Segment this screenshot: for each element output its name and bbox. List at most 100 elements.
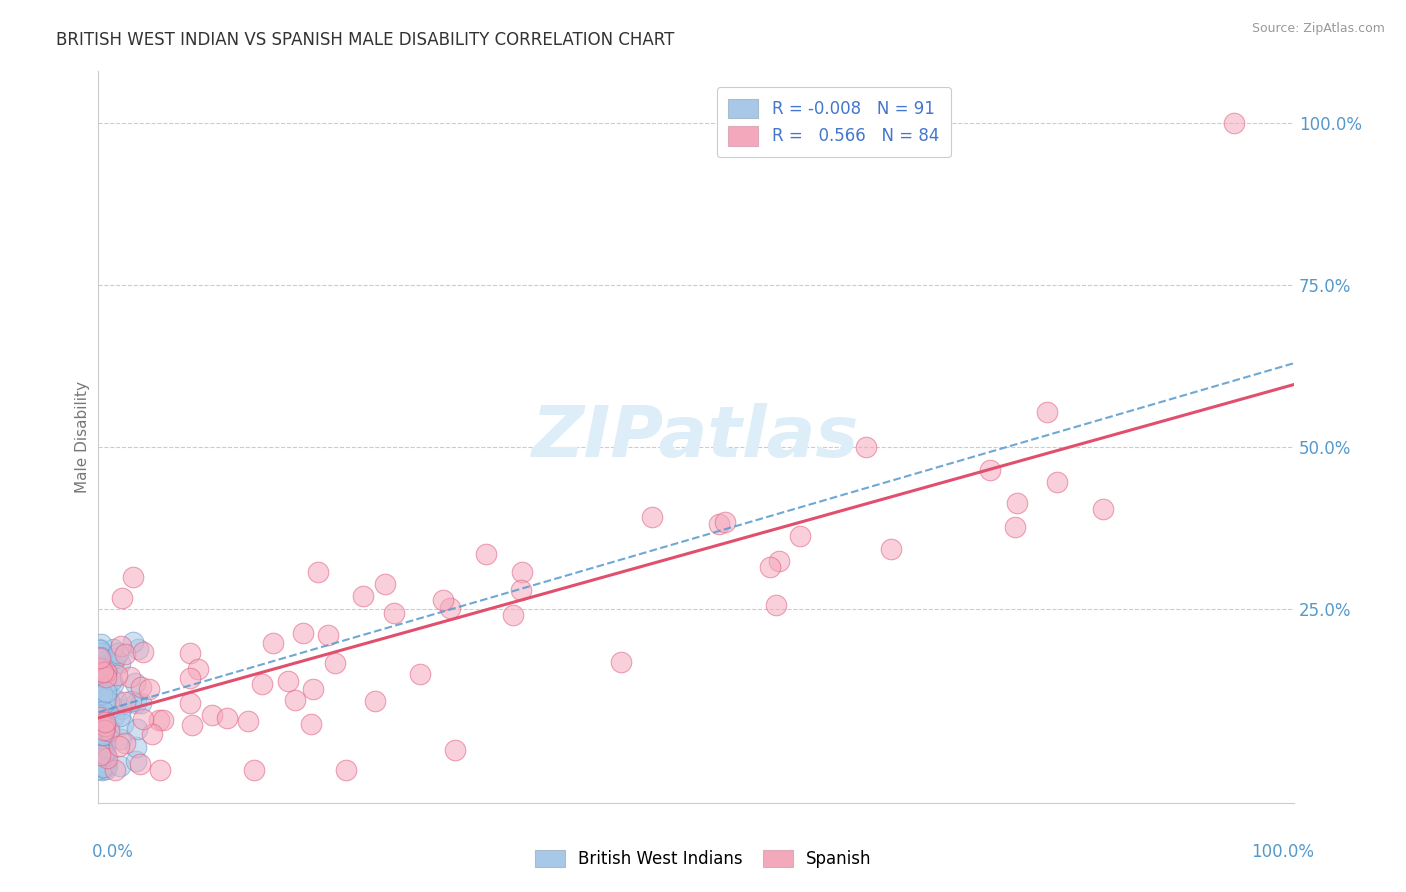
Point (91, 734, 114, 748)
Point (284, 693, 307, 707)
Point (641, 510, 664, 524)
Point (200, 708, 222, 723)
Point (89, 685, 111, 699)
Point (87, 716, 110, 731)
Legend: R = -0.008   N = 91, R =   0.566   N = 84: R = -0.008 N = 91, R = 0.566 N = 84 (717, 87, 950, 157)
Point (125, 754, 148, 768)
Point (90, 708, 112, 723)
Point (90, 757, 112, 772)
Point (91, 649, 114, 664)
Point (243, 764, 266, 778)
Point (87, 704, 110, 718)
Point (90, 687, 112, 701)
Point (307, 566, 329, 580)
Point (129, 757, 152, 772)
Point (1004, 519, 1026, 533)
Point (118, 670, 141, 684)
Point (110, 702, 132, 716)
Point (93, 756, 115, 771)
Point (110, 709, 132, 723)
Point (101, 677, 124, 691)
Point (148, 713, 170, 727)
Point (707, 517, 730, 532)
Point (179, 671, 201, 685)
Point (129, 681, 152, 695)
Point (94, 654, 117, 668)
Point (96, 684, 118, 698)
Point (101, 641, 124, 656)
Point (122, 570, 145, 584)
Point (89, 748, 111, 763)
Point (96, 692, 118, 706)
Point (93, 727, 115, 741)
Text: Source: ZipAtlas.com: Source: ZipAtlas.com (1251, 22, 1385, 36)
Point (93, 728, 115, 742)
Point (94, 715, 117, 730)
Point (89, 650, 111, 665)
Point (91, 660, 114, 674)
Point (89, 661, 111, 675)
Point (510, 583, 533, 598)
Point (114, 736, 136, 750)
Point (122, 635, 145, 649)
Point (96, 747, 118, 762)
Point (110, 656, 132, 670)
Point (94, 717, 117, 731)
Point (714, 516, 737, 530)
Point (120, 694, 142, 708)
Point (129, 696, 152, 710)
Legend: British West Indians, Spanish: British West Indians, Spanish (527, 843, 879, 875)
Point (94, 746, 117, 760)
Point (89, 747, 111, 761)
Point (91, 763, 114, 777)
Point (610, 656, 633, 670)
Point (111, 591, 134, 605)
Point (91, 755, 114, 769)
Point (101, 657, 124, 672)
Point (252, 676, 274, 690)
Point (94, 738, 117, 752)
Point (215, 711, 238, 725)
Point (323, 656, 346, 670)
Point (1046, 475, 1069, 489)
Point (87, 744, 110, 758)
Point (101, 673, 124, 688)
Point (87, 763, 110, 777)
Point (124, 696, 146, 710)
Point (1091, 502, 1114, 516)
Point (105, 693, 128, 707)
Point (432, 592, 454, 607)
Point (90, 706, 112, 721)
Point (89, 741, 111, 756)
Point (179, 696, 201, 710)
Point (89, 651, 111, 665)
Point (96, 678, 118, 692)
Point (91, 652, 114, 666)
Text: BRITISH WEST INDIAN VS SPANISH MALE DISABILITY CORRELATION CHART: BRITISH WEST INDIAN VS SPANISH MALE DISA… (56, 31, 675, 49)
Point (302, 681, 325, 696)
Point (149, 764, 172, 778)
Point (94, 664, 117, 678)
Point (855, 440, 877, 454)
Point (879, 541, 901, 556)
Point (114, 648, 136, 662)
Point (291, 626, 314, 640)
Point (374, 577, 396, 591)
Point (91, 671, 114, 685)
Point (91, 744, 114, 758)
Point (90, 742, 112, 756)
Point (510, 565, 533, 579)
Point (364, 693, 387, 707)
Point (382, 607, 405, 621)
Point (91, 727, 114, 741)
Point (89, 669, 111, 683)
Point (124, 739, 146, 754)
Point (94, 665, 117, 679)
Point (96, 669, 118, 683)
Point (107, 646, 129, 660)
Point (91, 741, 114, 756)
Point (91, 733, 114, 747)
Point (112, 716, 135, 731)
Point (789, 529, 811, 543)
Point (90, 637, 112, 651)
